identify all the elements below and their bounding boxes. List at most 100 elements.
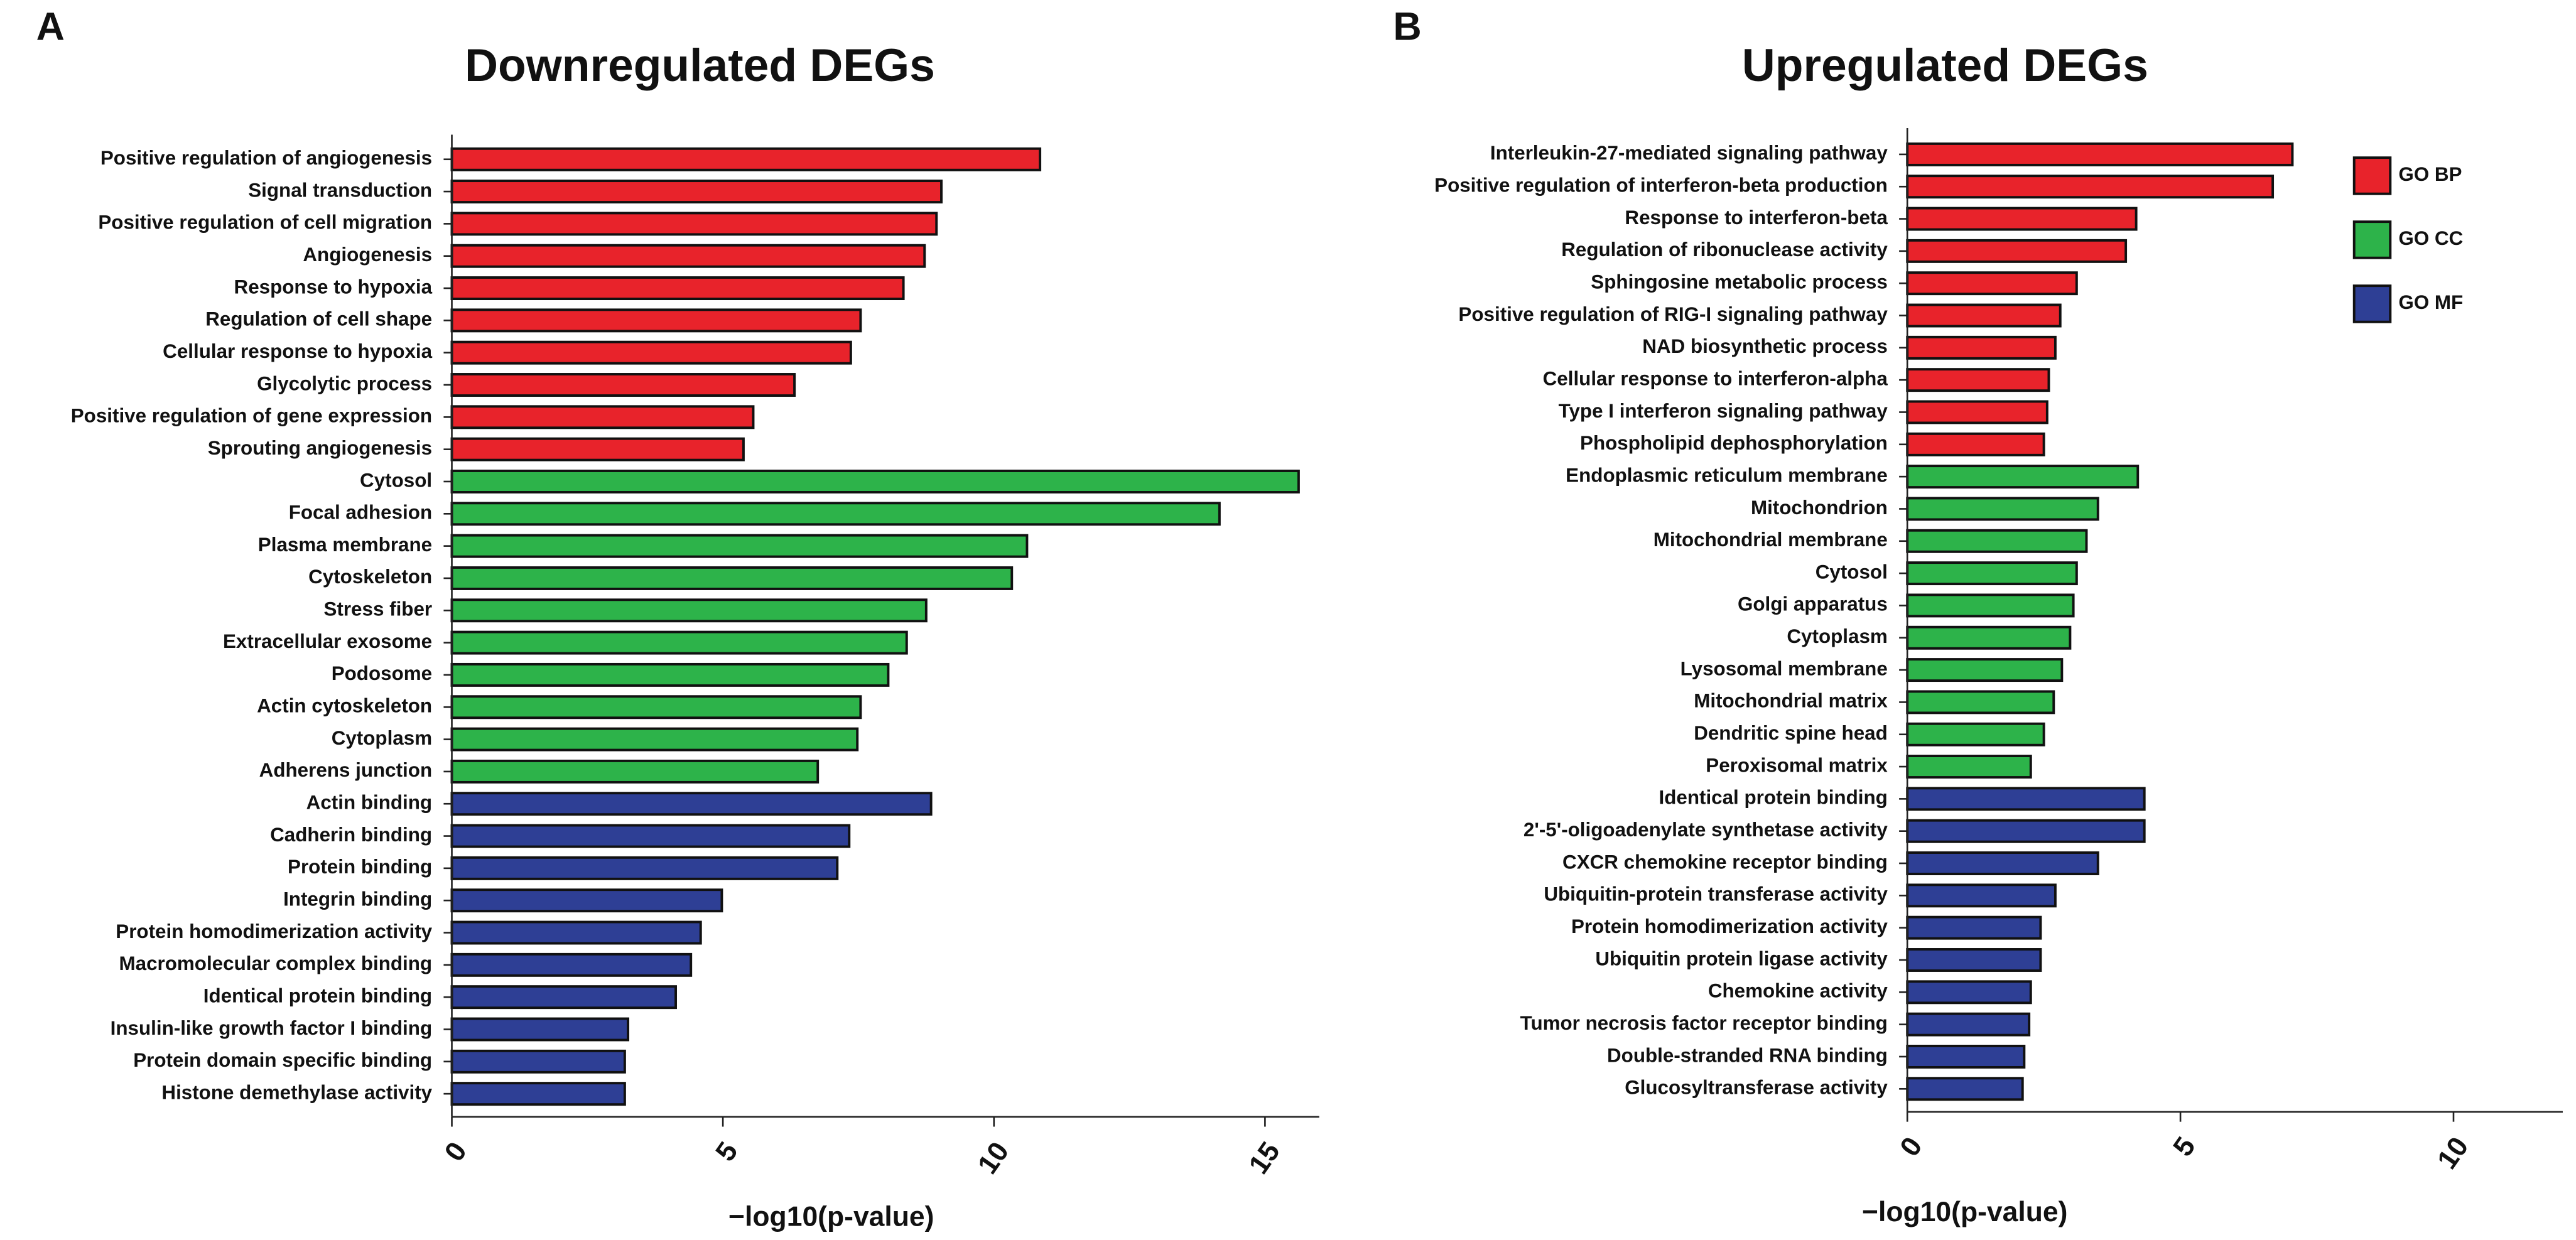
category-label: 2'-5'-oligoadenylate synthetase activity xyxy=(1523,819,1888,841)
bar xyxy=(1906,915,2042,940)
category-label: Cytoskeleton xyxy=(308,566,432,588)
category-label: Interleukin-27-mediated signaling pathwa… xyxy=(1490,142,1888,164)
category-label: Protein domain specific binding xyxy=(133,1049,432,1071)
bar xyxy=(1906,1012,2031,1037)
bar xyxy=(1906,239,2128,263)
category-label: Adherens junction xyxy=(259,759,432,781)
category-label: Cytosol xyxy=(360,469,432,491)
bar xyxy=(1906,658,2064,682)
bar xyxy=(450,952,693,977)
bar xyxy=(450,598,928,623)
category-label: Focal adhesion xyxy=(289,502,432,524)
category-label: Double-stranded RNA binding xyxy=(1607,1044,1888,1066)
x-axis-label: −log10(p-value) xyxy=(1862,1197,2067,1227)
category-label: Macromolecular complex binding xyxy=(119,952,432,974)
category-label: Integrin binding xyxy=(283,888,432,910)
bar xyxy=(1906,755,2032,779)
x-tick-label: 0 xyxy=(439,1136,473,1167)
x-tick-label: 0 xyxy=(1894,1131,1928,1162)
panel-label: A xyxy=(36,5,65,49)
category-label: Ubiquitin protein ligase activity xyxy=(1595,947,1888,969)
bar xyxy=(1906,207,2138,231)
category-label: Protein homodimerization activity xyxy=(116,920,432,942)
bar xyxy=(450,662,890,687)
category-label: Cellular response to hypoxia xyxy=(163,340,432,362)
bar xyxy=(450,920,702,945)
category-label: CXCR chemokine receptor binding xyxy=(1562,851,1888,873)
category-label: Positive regulation of RIG-I signaling p… xyxy=(1458,303,1888,325)
x-tick-label: 5 xyxy=(2167,1131,2201,1162)
category-label: Cadherin binding xyxy=(270,824,432,846)
panel-label: B xyxy=(1393,5,1421,49)
bar xyxy=(1906,175,2275,199)
bar xyxy=(450,244,926,268)
bar xyxy=(450,437,745,461)
category-label: Protein binding xyxy=(288,856,432,878)
category-label: Type I interferon signaling pathway xyxy=(1559,400,1888,422)
category-label: Stress fiber xyxy=(323,598,432,620)
category-label: Ubiquitin-protein transferase activity xyxy=(1544,883,1888,905)
category-label: Actin cytoskeleton xyxy=(257,695,432,717)
bar xyxy=(450,630,908,655)
bar xyxy=(450,147,1042,171)
category-label: Mitochondrial matrix xyxy=(1694,690,1888,712)
x-tick-label: 5 xyxy=(710,1136,744,1167)
chart-title: Downregulated DEGs xyxy=(465,40,935,91)
legend-label: GO CC xyxy=(2398,227,2463,249)
bar xyxy=(1906,690,2055,714)
bar xyxy=(450,212,938,236)
bar xyxy=(450,340,852,365)
bar xyxy=(450,405,755,429)
category-label: Sphingosine metabolic process xyxy=(1591,271,1887,293)
bar xyxy=(1906,593,2075,618)
category-label: Extracellular exosome xyxy=(223,630,432,652)
category-label: Positive regulation of gene expression xyxy=(71,405,432,427)
legend-swatch xyxy=(2352,220,2392,259)
category-label: Podosome xyxy=(332,662,432,684)
bar xyxy=(1906,980,2032,1005)
category-label: Positive regulation of interferon-beta p… xyxy=(1434,175,1888,197)
category-label: Response to hypoxia xyxy=(234,276,433,298)
bar xyxy=(450,470,1300,493)
category-label: Cytosol xyxy=(1816,561,1888,583)
bar xyxy=(1906,625,2072,650)
legend-swatch xyxy=(2352,284,2392,323)
bar xyxy=(1906,497,2099,521)
bar xyxy=(1906,722,2045,747)
category-label: Protein homodimerization activity xyxy=(1571,915,1888,937)
bar xyxy=(450,276,905,301)
chart-title: Upregulated DEGs xyxy=(1742,40,2148,91)
bar xyxy=(450,727,859,752)
category-label: NAD biosynthetic process xyxy=(1642,335,1888,357)
category-label: Lysosomal membrane xyxy=(1680,657,1888,679)
bar xyxy=(1906,819,2146,843)
bar xyxy=(450,373,796,397)
category-label: Tumor necrosis factor receptor binding xyxy=(1520,1012,1888,1034)
bar xyxy=(450,1049,626,1074)
bar xyxy=(450,792,933,816)
bar xyxy=(450,1017,630,1042)
bar xyxy=(450,566,1014,590)
legend-swatch xyxy=(2352,156,2392,195)
bar xyxy=(1906,1077,2024,1101)
bar xyxy=(450,759,820,784)
bar xyxy=(1906,883,2057,908)
category-label: Cytoplasm xyxy=(1787,625,1887,647)
bar xyxy=(450,856,839,880)
category-label: Cellular response to interferon-alpha xyxy=(1543,367,1888,389)
bar xyxy=(1906,400,2048,424)
category-label: Chemokine activity xyxy=(1708,980,1888,1002)
legend-label: GO BP xyxy=(2398,163,2462,185)
category-label: Identical protein binding xyxy=(203,984,432,1006)
category-label: Phospholipid dephosphorylation xyxy=(1580,432,1888,454)
category-label: Mitochondrial membrane xyxy=(1653,529,1888,551)
category-label: Positive regulation of angiogenesis xyxy=(100,147,432,169)
bar xyxy=(1906,561,2078,586)
bar xyxy=(450,824,851,848)
category-label: Regulation of cell shape xyxy=(205,308,432,330)
bar xyxy=(1906,368,2050,392)
bar xyxy=(1906,335,2057,360)
category-label: Glucosyltransferase activity xyxy=(1625,1077,1888,1099)
bar xyxy=(450,985,677,1010)
